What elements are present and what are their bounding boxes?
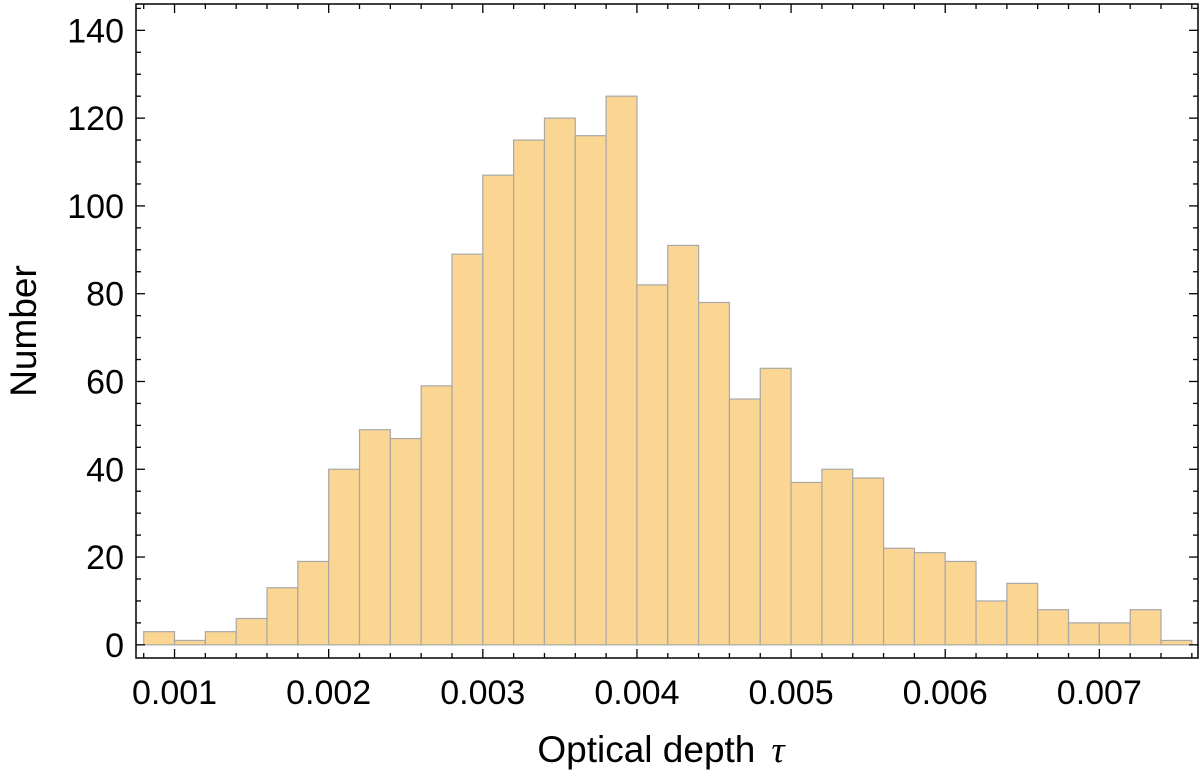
histogram-bar — [266, 587, 299, 646]
x-tick-label: 0.002 — [286, 674, 371, 712]
histogram-bar — [173, 639, 206, 646]
histogram-bar — [852, 477, 885, 646]
histogram-bar — [358, 429, 391, 646]
histogram-bar — [605, 95, 638, 646]
histogram-bar — [636, 284, 669, 646]
y-tick-label: 0 — [105, 627, 124, 665]
histogram-bar — [513, 139, 546, 646]
histogram-bar — [204, 631, 237, 646]
histogram-bar — [1067, 622, 1100, 646]
histogram-bar — [913, 552, 946, 646]
x-tick-label: 0.007 — [1057, 674, 1142, 712]
ticks-layer — [136, 4, 1198, 658]
histogram-bar — [790, 481, 823, 646]
histogram-bar — [667, 244, 700, 646]
histogram-bar — [1098, 622, 1131, 646]
y-axis-title: Number — [3, 265, 44, 397]
y-tick-label: 140 — [67, 12, 124, 50]
histogram-bar — [882, 547, 915, 646]
x-tick-label: 0.001 — [132, 674, 217, 712]
x-tick-label: 0.005 — [749, 674, 834, 712]
histogram-bar — [821, 468, 854, 646]
plot-frame — [135, 3, 1199, 659]
histogram-bar — [728, 398, 761, 646]
histogram-bar — [235, 617, 268, 646]
histogram-bar — [574, 135, 607, 646]
histogram-bar — [543, 117, 576, 646]
y-tick-label: 120 — [67, 100, 124, 138]
bars-layer — [143, 95, 1193, 646]
x-tick-label: 0.003 — [440, 674, 525, 712]
histogram-bar — [1006, 582, 1039, 646]
y-tick-label: 100 — [67, 188, 124, 226]
histogram-bar — [451, 253, 484, 646]
x-axis-title-text: Optical depth — [537, 729, 755, 770]
x-axis-title-symbol: τ — [771, 730, 786, 771]
histogram-bar — [297, 560, 330, 646]
tick-labels-layer: 0.001 0.002 0.003 0.004 0.005 0.006 0.007 0 20 40… — [67, 12, 1142, 712]
x-tick-label: 0.006 — [903, 674, 988, 712]
histogram-bar — [482, 174, 515, 646]
y-tick-label: 40 — [86, 451, 124, 489]
histogram-bar — [1160, 639, 1193, 646]
y-tick-label: 20 — [86, 539, 124, 577]
histogram-bar — [143, 631, 176, 646]
x-axis-title: Optical depth τ — [537, 729, 786, 771]
histogram-bar — [389, 437, 422, 646]
y-tick-label: 60 — [86, 363, 124, 401]
y-tick-label: 80 — [86, 276, 124, 314]
histogram-bar — [944, 560, 977, 646]
histogram-bar — [328, 468, 361, 646]
histogram-bar — [975, 600, 1008, 646]
histogram-bar — [420, 385, 453, 646]
histogram-bar — [1129, 609, 1162, 646]
histogram-bar — [759, 367, 792, 646]
histogram-bar — [697, 301, 731, 646]
histogram-bar — [1037, 609, 1070, 646]
x-tick-label: 0.004 — [594, 674, 679, 712]
